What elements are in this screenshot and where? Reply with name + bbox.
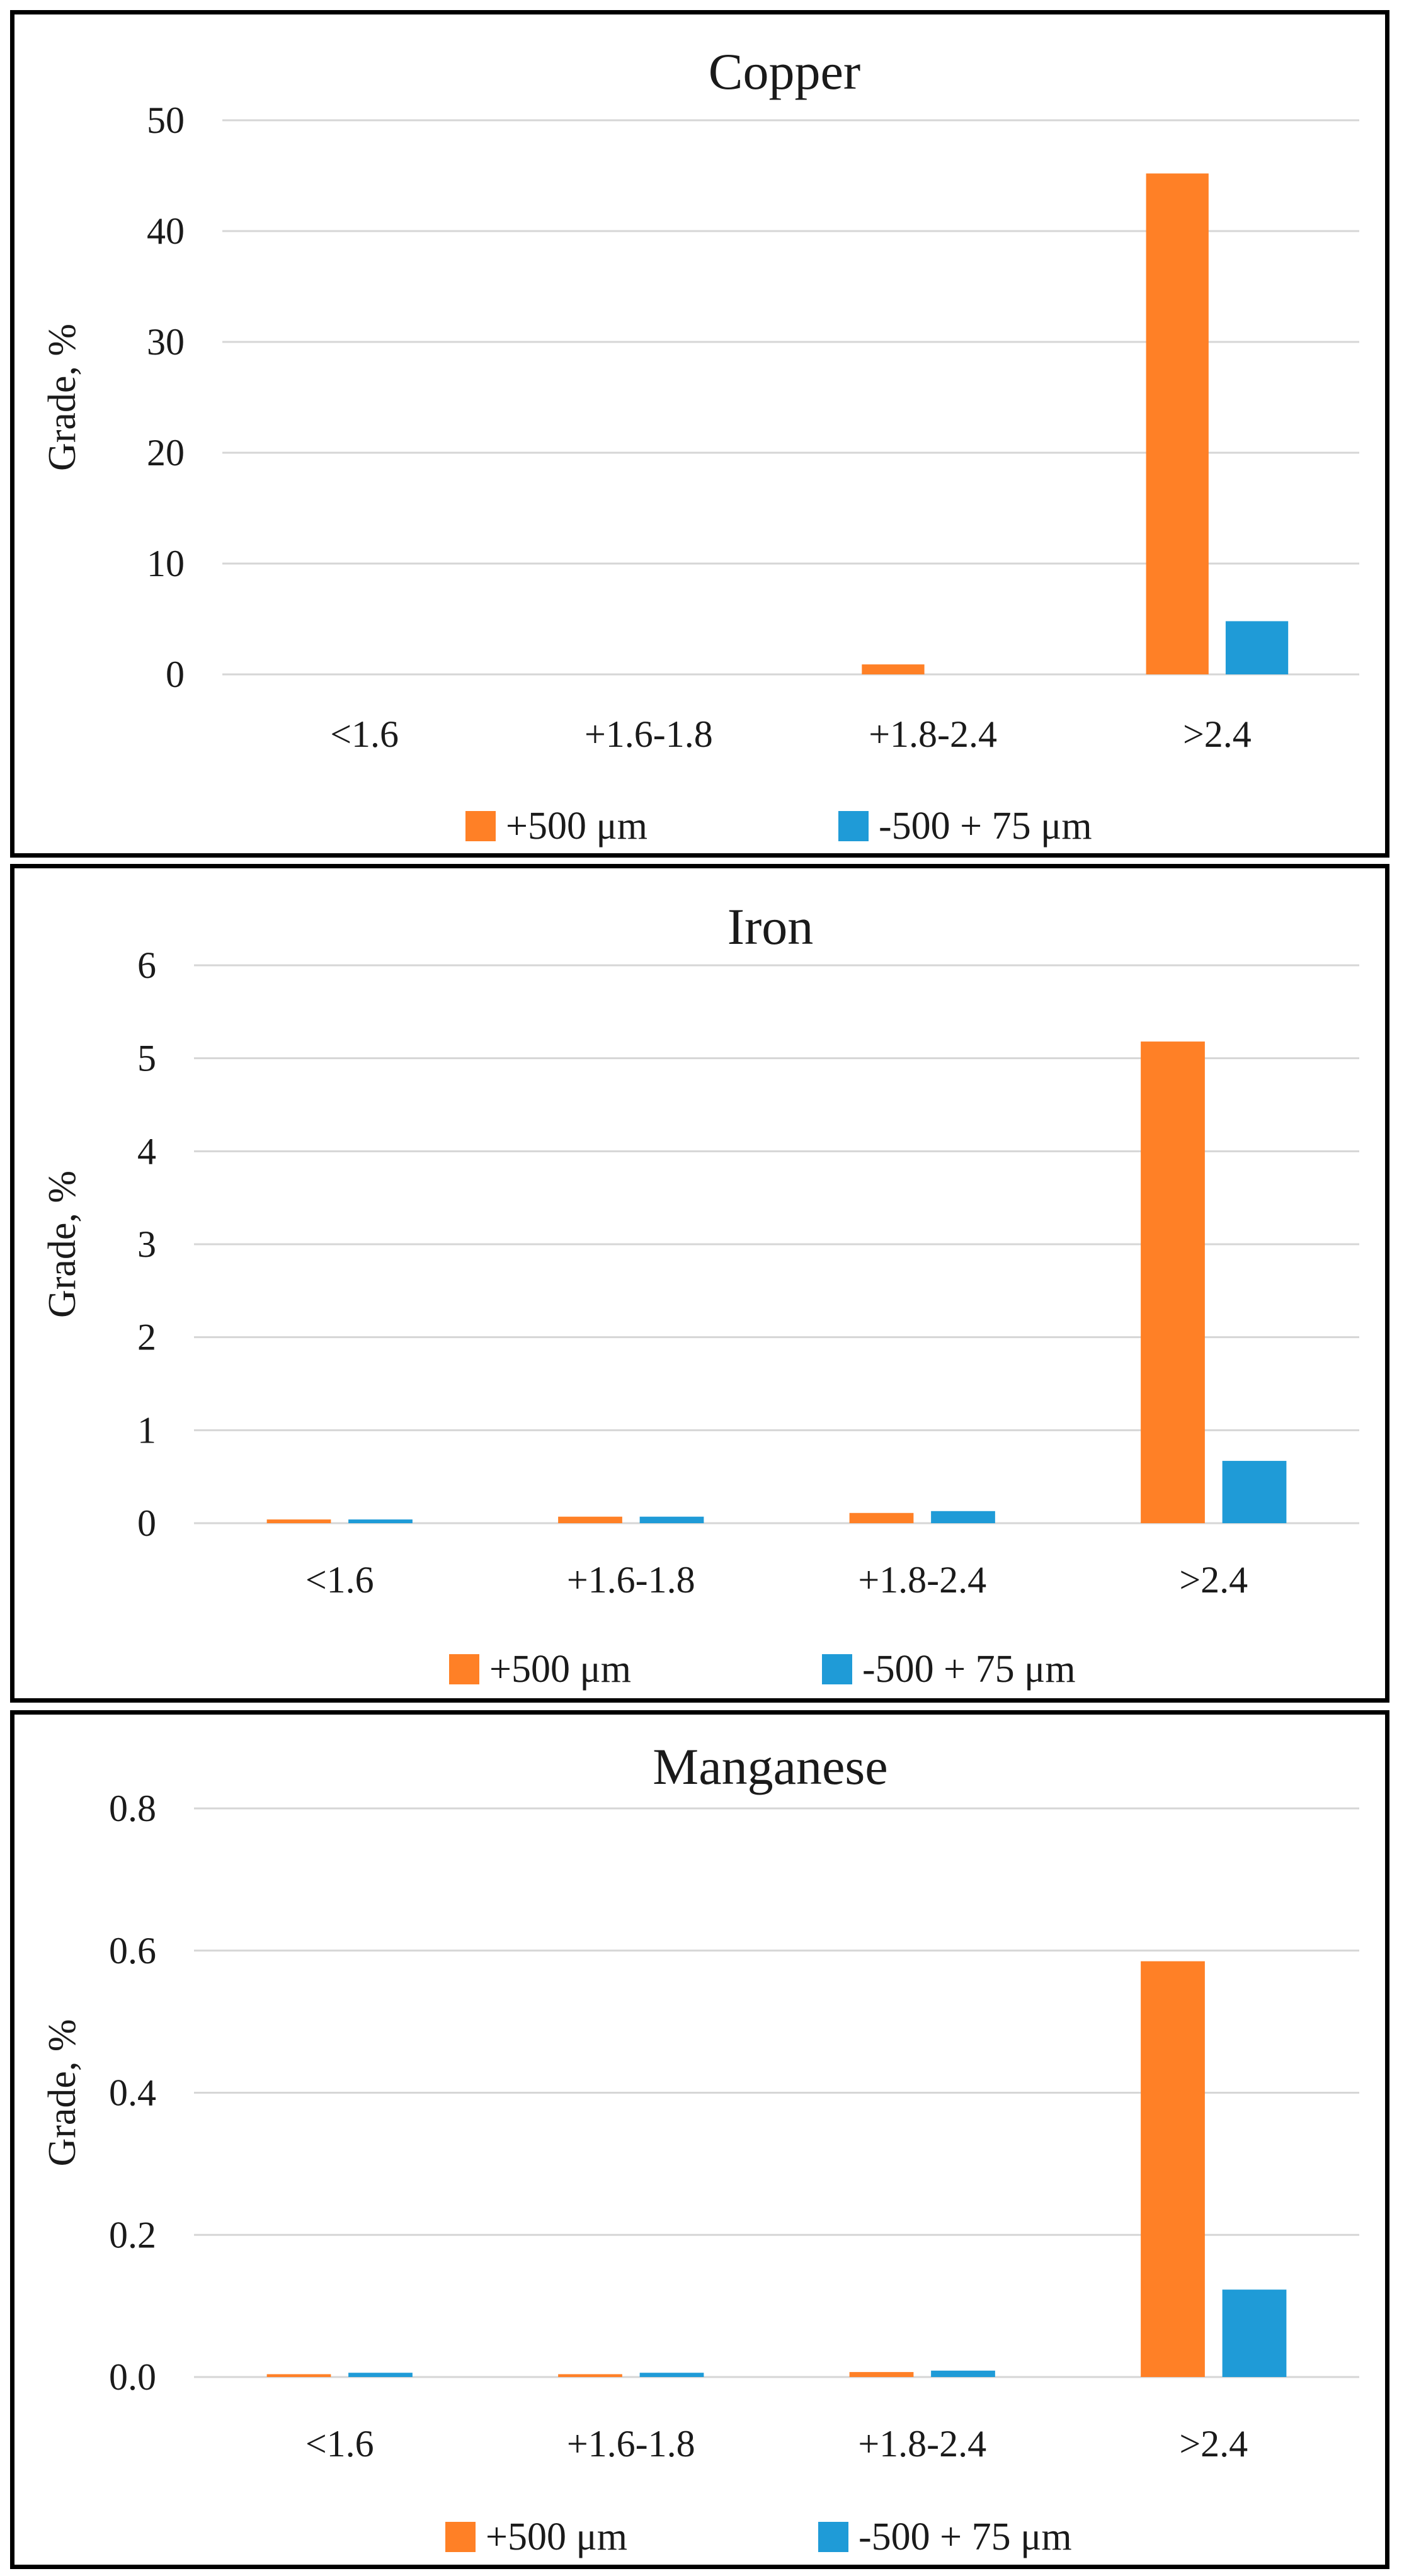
manganese-y-tick-label: 0.0 [109, 2356, 156, 2398]
copper-y-tick-label: 20 [147, 432, 185, 474]
iron-y-tick-label: 6 [137, 945, 156, 986]
copper-x-tick-label: +1.8-2.4 [869, 713, 997, 755]
copper-bar-plus500-2 [862, 664, 925, 674]
iron-bar-minus500plus75-3 [1222, 1461, 1287, 1523]
manganese-y-tick-label: 0.6 [109, 1930, 156, 1972]
iron-bar-minus500plus75-0 [348, 1519, 413, 1523]
manganese-chart-title: Manganese [653, 1738, 887, 1795]
manganese-x-tick-label: +1.8-2.4 [858, 2423, 986, 2465]
manganese-legend-label-1: -500 + 75 μm [859, 2516, 1072, 2558]
iron-y-axis-label: Grade, % [41, 1171, 84, 1318]
iron-y-tick-label: 1 [137, 1409, 156, 1451]
copper-legend-label-1: -500 + 75 μm [879, 805, 1092, 848]
manganese-x-tick-label: +1.6-1.8 [567, 2423, 695, 2465]
iron-y-tick-label: 0 [137, 1502, 156, 1544]
manganese-bar-minus500plus75-0 [348, 2373, 413, 2377]
iron-legend-swatch-1 [822, 1654, 852, 1684]
iron-chart-panel: Iron 0 1 2 3 4 5 6 Grade, % <1.6 +1.6-1.8 +1.8-2.4 >… [10, 864, 1389, 1703]
manganese-y-tick-label: 0.4 [109, 2072, 156, 2114]
manganese-bar-minus500plus75-2 [931, 2370, 995, 2377]
copper-y-tick-label: 0 [166, 654, 185, 695]
iron-legend-label-0: +500 μm [489, 1648, 631, 1691]
copper-y-tick-label: 30 [147, 321, 185, 363]
copper-x-tick-label: +1.6-1.8 [585, 713, 713, 755]
iron-chart-title: Iron [727, 898, 814, 955]
copper-legend-label-0: +500 μm [506, 805, 647, 848]
manganese-chart-panel: Manganese 0.0 0.2 0.4 0.6 0.8 Grade, % <1.6 +1.6… [10, 1710, 1389, 2569]
iron-y-tick-label: 2 [137, 1317, 156, 1358]
manganese-x-tick-label: >2.4 [1179, 2423, 1248, 2465]
iron-x-tick-label: +1.8-2.4 [858, 1559, 986, 1601]
copper-legend-swatch-1 [838, 811, 869, 841]
copper-chart: Copper 0 10 20 30 40 50 Grade, % <1.6 +1.6-1.8 +1.… [41, 43, 1359, 848]
manganese-y-axis-label: Grade, % [41, 2019, 84, 2166]
copper-bar-plus500-3 [1146, 173, 1209, 674]
manganese-bar-minus500plus75-3 [1222, 2289, 1287, 2377]
copper-x-tick-label: <1.6 [330, 713, 399, 755]
copper-chart-title: Copper [709, 43, 860, 100]
iron-bar-plus500-1 [558, 1516, 622, 1523]
copper-bar-minus500plus75-3 [1225, 621, 1289, 674]
iron-y-tick-label: 5 [137, 1038, 156, 1079]
copper-y-tick-label: 50 [147, 99, 185, 141]
manganese-y-tick-label: 0.8 [109, 1788, 156, 1829]
manganese-bar-plus500-1 [558, 2374, 622, 2377]
iron-y-tick-label: 4 [137, 1130, 156, 1172]
iron-y-tick-label: 3 [137, 1223, 156, 1265]
manganese-legend-swatch-0 [445, 2522, 476, 2552]
manganese-bar-plus500-2 [849, 2372, 914, 2377]
copper-x-tick-label: >2.4 [1183, 713, 1252, 755]
iron-bar-minus500plus75-1 [639, 1516, 704, 1523]
iron-bar-plus500-0 [266, 1519, 331, 1523]
manganese-y-tick-label: 0.2 [109, 2214, 156, 2255]
iron-bar-plus500-2 [849, 1512, 914, 1523]
manganese-bar-plus500-0 [266, 2374, 331, 2377]
manganese-x-tick-label: <1.6 [305, 2423, 374, 2465]
iron-x-tick-label: <1.6 [305, 1559, 374, 1601]
iron-bar-plus500-3 [1141, 1041, 1205, 1523]
copper-chart-panel: Copper 0 10 20 30 40 50 Grade, % <1.6 +1.6-1.8 +1.… [10, 10, 1389, 858]
iron-legend-swatch-0 [449, 1654, 479, 1684]
copper-legend-swatch-0 [465, 811, 496, 841]
iron-x-tick-label: +1.6-1.8 [567, 1559, 695, 1601]
iron-x-tick-label: >2.4 [1179, 1559, 1248, 1601]
iron-bar-minus500plus75-2 [931, 1511, 995, 1523]
manganese-bar-minus500plus75-1 [639, 2373, 704, 2377]
manganese-bar-plus500-3 [1141, 1961, 1205, 2377]
copper-y-axis-label: Grade, % [41, 324, 84, 471]
copper-y-tick-label: 10 [147, 543, 185, 584]
manganese-chart: Manganese 0.0 0.2 0.4 0.6 0.8 Grade, % <1.6 +1.6… [41, 1738, 1359, 2558]
manganese-legend-swatch-1 [818, 2522, 848, 2552]
iron-chart: Iron 0 1 2 3 4 5 6 Grade, % <1.6 +1.6-1.8 +1.8-2.4 >… [41, 898, 1359, 1691]
manganese-legend-label-0: +500 μm [486, 2516, 627, 2558]
copper-y-tick-label: 40 [147, 210, 185, 252]
iron-legend-label-1: -500 + 75 μm [862, 1648, 1076, 1691]
